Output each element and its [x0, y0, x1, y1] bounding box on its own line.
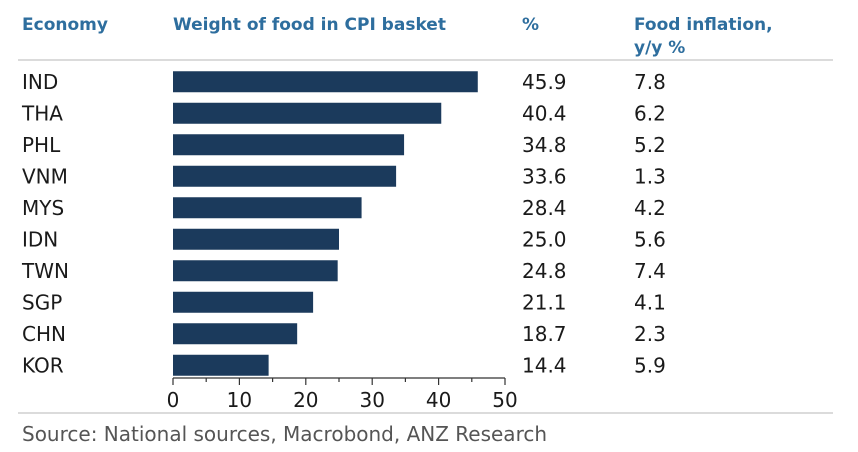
weight-value-label: 21.1 [522, 290, 567, 314]
bar [173, 102, 442, 124]
bar [173, 291, 314, 313]
food-inflation-value: 6.2 [634, 101, 666, 125]
weight-value-label: 28.4 [522, 196, 567, 220]
food-inflation-value: 1.3 [634, 164, 666, 188]
economy-label: TWN [21, 259, 69, 283]
economy-label: IND [22, 70, 58, 94]
food-inflation-value: 7.8 [634, 70, 666, 94]
weight-value-label: 18.7 [522, 322, 567, 346]
economy-label: CHN [22, 322, 66, 346]
weight-value-label: 25.0 [522, 227, 567, 251]
economy-label: PHL [22, 133, 61, 157]
header-inflation-line1: Food inflation, [634, 15, 773, 35]
bar [173, 197, 362, 219]
x-tick-label: 40 [426, 388, 451, 412]
food-inflation-value: 5.9 [634, 353, 666, 377]
x-tick-label: 0 [167, 388, 180, 412]
food-inflation-value: 5.2 [634, 133, 666, 157]
x-tick-label: 20 [293, 388, 318, 412]
economy-label: THA [21, 101, 63, 125]
x-tick-label: 50 [492, 388, 517, 412]
bar [173, 71, 478, 93]
bar [173, 165, 397, 187]
food-inflation-value: 4.1 [634, 290, 666, 314]
bar [173, 260, 338, 282]
weight-value-label: 40.4 [522, 101, 567, 125]
weight-value-label: 14.4 [522, 353, 567, 377]
weight-value-label: 33.6 [522, 164, 567, 188]
x-tick-label: 10 [227, 388, 252, 412]
header-weight: Weight of food in CPI basket [173, 15, 446, 35]
food-inflation-value: 2.3 [634, 322, 666, 346]
x-tick-label: 30 [359, 388, 384, 412]
food-inflation-value: 7.4 [634, 259, 666, 283]
x-axis: 0 10 20 30 40 50 [167, 377, 518, 412]
chart-rows: IND 45.9 7.8 THA 40.4 6.2 PHL 34.8 5.2 VNM 33.6 1.3… [21, 70, 666, 378]
header-percent: % [522, 15, 539, 35]
bar [173, 134, 405, 156]
weight-value-label: 24.8 [522, 259, 567, 283]
weight-value-label: 34.8 [522, 133, 567, 157]
weight-value-label: 45.9 [522, 70, 567, 94]
economy-label: SGP [22, 290, 62, 314]
food-inflation-value: 4.2 [634, 196, 666, 220]
economy-label: VNM [22, 164, 68, 188]
bar [173, 323, 298, 345]
economy-label: IDN [22, 227, 58, 251]
bar [173, 354, 269, 376]
header-inflation-line2: y/y % [634, 38, 685, 58]
bar [173, 228, 339, 250]
economy-label: MYS [22, 196, 64, 220]
food-inflation-value: 5.6 [634, 227, 666, 251]
economy-label: KOR [22, 353, 64, 377]
source-note: Source: National sources, Macrobond, ANZ… [22, 422, 547, 446]
header-economy: Economy [22, 15, 108, 35]
